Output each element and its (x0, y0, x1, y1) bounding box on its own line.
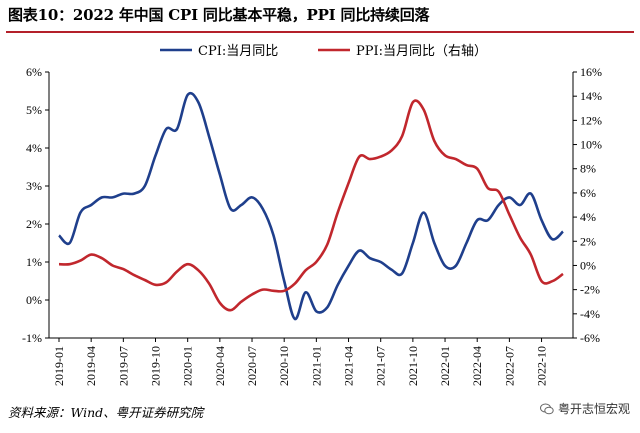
x-tick-label: 2020-07 (245, 346, 259, 386)
chart-series-lines (58, 91, 564, 321)
x-tick: 2022-07 (502, 346, 516, 386)
right-tick-label: 16% (580, 65, 602, 79)
right-tick-label: 6% (580, 186, 596, 200)
x-tick: 2021-04 (342, 346, 356, 386)
x-tick-label: 2021-10 (406, 346, 420, 386)
legend-label-ppi: PPI:当月同比（右轴） (356, 44, 487, 59)
x-tick: 2020-04 (213, 346, 227, 386)
right-tick: -4% (580, 307, 600, 321)
right-tick-label: 8% (580, 162, 596, 176)
x-tick-label: 2019-01 (52, 346, 66, 386)
wechat-icon (539, 403, 554, 414)
left-tick-label: 6% (26, 65, 42, 79)
x-tick-label: 2020-01 (181, 346, 195, 386)
x-tick: 2019-10 (149, 346, 163, 386)
watermark-text: 粤开志恒宏观 (557, 402, 630, 416)
left-tick-label: 0% (26, 293, 42, 307)
x-tick: 2021-07 (374, 346, 388, 386)
right-tick-label: -4% (580, 307, 600, 321)
right-tick: 4% (580, 210, 596, 224)
x-tick: 2021-01 (309, 346, 323, 386)
x-tick-label: 2020-10 (277, 346, 291, 386)
left-tick: 3% (26, 179, 42, 193)
right-tick-label: 14% (580, 89, 602, 103)
x-tick: 2022-10 (535, 346, 549, 386)
x-tick-label: 2019-04 (84, 346, 98, 386)
chart-legend: CPI:当月同比 PPI:当月同比（右轴） (160, 44, 487, 59)
left-tick-label: -1% (22, 331, 42, 345)
x-tick: 2020-07 (245, 346, 259, 386)
left-tick: 2% (26, 217, 42, 231)
x-tick: 2019-01 (52, 346, 66, 386)
legend-label-cpi: CPI:当月同比 (198, 44, 278, 59)
right-tick-label: 12% (580, 113, 602, 127)
source-note: 资料来源：Wind、粤开证券研究院 (8, 405, 204, 420)
x-tick-label: 2021-07 (374, 346, 388, 386)
left-tick: 0% (26, 293, 42, 307)
x-tick: 2022-01 (438, 346, 452, 386)
right-tick: 0% (580, 258, 596, 272)
left-tick-label: 1% (26, 255, 42, 269)
right-tick: 16% (580, 65, 602, 79)
left-tick-label: 4% (26, 141, 42, 155)
right-tick-label: -2% (580, 283, 600, 297)
cpi-series-line (58, 91, 564, 321)
x-tick: 2021-10 (406, 346, 420, 386)
x-tick-label: 2021-01 (309, 346, 323, 386)
x-tick-label: 2022-04 (470, 346, 484, 386)
right-tick-label: 2% (580, 234, 596, 248)
x-tick: 2022-04 (470, 346, 484, 386)
x-tick-label: 2021-04 (342, 346, 356, 386)
left-tick: -1% (22, 331, 42, 345)
left-tick: 4% (26, 141, 42, 155)
x-tick-label: 2019-10 (149, 346, 163, 386)
ppi-series-line (58, 99, 564, 312)
right-tick: 2% (580, 234, 596, 248)
x-tick: 2019-07 (116, 346, 130, 386)
left-tick: 6% (26, 65, 42, 79)
x-tick: 2020-01 (181, 346, 195, 386)
watermark: 粤开志恒宏观 (539, 400, 630, 417)
x-tick-label: 2022-10 (535, 346, 549, 386)
right-tick: 6% (580, 186, 596, 200)
right-tick: 8% (580, 162, 596, 176)
line-chart: CPI:当月同比 PPI:当月同比（右轴） -1% 0% 1% 2% 3% 4% 5% 6% -6… (22, 44, 602, 386)
right-tick: 14% (580, 89, 602, 103)
right-tick-label: 4% (580, 210, 596, 224)
right-tick-label: 10% (580, 138, 602, 152)
right-tick: -6% (580, 331, 600, 345)
x-tick-label: 2019-07 (116, 346, 130, 386)
right-tick: -2% (580, 283, 600, 297)
right-tick-label: 0% (580, 258, 596, 272)
chart-title: 图表10：2022 年中国 CPI 同比基本平稳，PPI 同比持续回落 (8, 6, 430, 24)
left-tick-label: 3% (26, 179, 42, 193)
x-tick-label: 2022-01 (438, 346, 452, 386)
left-tick-label: 5% (26, 103, 42, 117)
right-tick: 12% (580, 113, 602, 127)
left-tick-label: 2% (26, 217, 42, 231)
right-tick-label: -6% (580, 331, 600, 345)
left-tick: 5% (26, 103, 42, 117)
x-tick: 2019-04 (84, 346, 98, 386)
right-tick: 10% (580, 138, 602, 152)
x-tick: 2020-10 (277, 346, 291, 386)
chart-axes: -1% 0% 1% 2% 3% 4% 5% 6% -6% -4% -2% 0% 2% 4% 6% 8% 10% 1… (22, 65, 602, 386)
x-tick-label: 2020-04 (213, 346, 227, 386)
left-tick: 1% (26, 255, 42, 269)
x-tick-label: 2022-07 (502, 346, 516, 386)
title-divider (6, 31, 634, 33)
